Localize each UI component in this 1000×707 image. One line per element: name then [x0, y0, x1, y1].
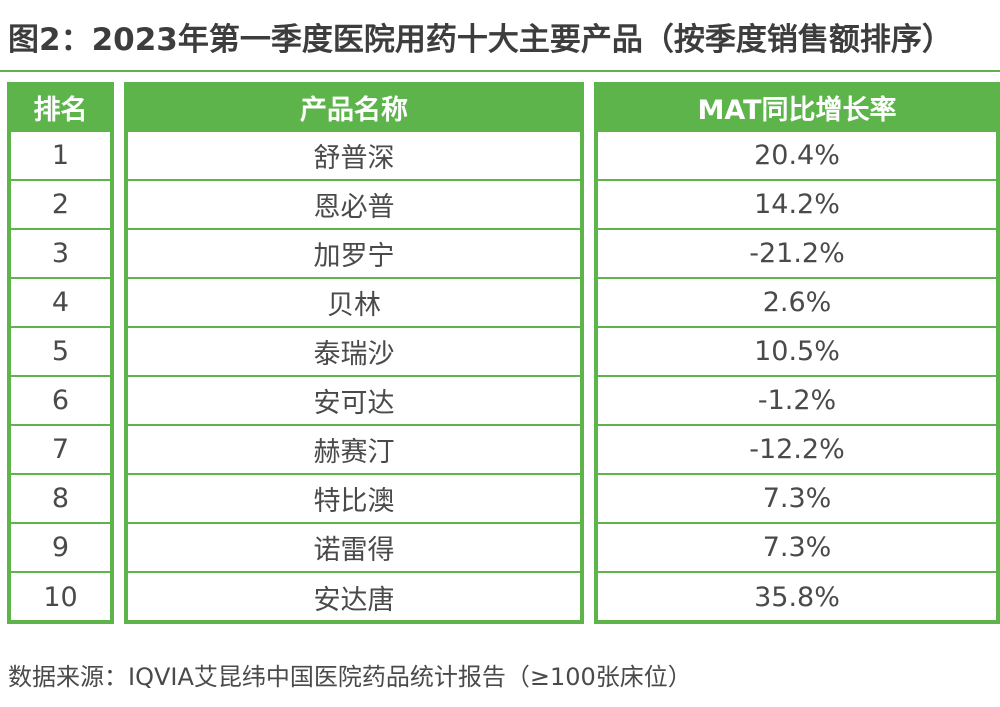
cell-rank: 7 — [11, 426, 110, 475]
header-rank: 排名 — [7, 82, 114, 132]
title-divider — [0, 70, 1000, 72]
cell-product-name: 安可达 — [128, 377, 580, 426]
source-note: 数据来源：IQVIA艾昆纬中国医院药品统计报告（≥100张床位） — [8, 663, 692, 691]
rank-column: 排名 1 2 3 4 5 6 7 8 9 10 — [7, 82, 114, 624]
cell-mat-growth: 7.3% — [598, 475, 996, 524]
cell-product-name: 加罗宁 — [128, 230, 580, 279]
product-name-column: 产品名称 舒普深 恩必普 加罗宁 贝林 泰瑞沙 安可达 赫赛汀 特比澳 诺雷得安达唐 — [124, 82, 584, 624]
cell-rank: 3 — [11, 230, 110, 279]
header-product-name: 产品名称 — [124, 82, 584, 132]
cell-mat-growth: 35.8% — [754, 582, 840, 613]
cell-rank: 9 — [11, 524, 110, 573]
cell-product-name: 赫赛汀 — [128, 426, 580, 475]
cell-product-name: 安达唐 — [313, 585, 395, 616]
cell-rank: 2 — [11, 181, 110, 230]
cell-mat-growth: 20.4% — [598, 132, 996, 181]
cell-rank: 1 — [11, 132, 110, 181]
cell-mat-growth: 7.3% — [598, 524, 996, 573]
cell-rank: 4 — [11, 279, 110, 328]
cell-product-name: 贝林 — [128, 279, 580, 328]
cell-product-name: 泰瑞沙 — [128, 328, 580, 377]
cell-mat-growth: -12.2% — [598, 426, 996, 475]
chart-title: 图2：2023年第一季度医院用药十大主要产品（按季度销售额排序） — [8, 22, 953, 58]
cell-product-name: 诺雷得 — [128, 524, 580, 573]
cell-mat-growth: 10.5% — [598, 328, 996, 377]
header-mat-growth: MAT同比增长率 — [594, 82, 1000, 132]
cell-product-name: 舒普深 — [128, 132, 580, 181]
cell-mat-growth: 14.2% — [598, 181, 996, 230]
cell-rank: 6 — [11, 377, 110, 426]
cell-product-name: 特比澳 — [128, 475, 580, 524]
cell-rank: 10 — [43, 582, 78, 613]
cell-mat-growth: 2.6% — [598, 279, 996, 328]
cell-mat-growth: -21.2% — [598, 230, 996, 279]
cell-rank: 8 — [11, 475, 110, 524]
cell-mat-growth: -1.2% — [598, 377, 996, 426]
cell-rank: 5 — [11, 328, 110, 377]
cell-product-name: 恩必普 — [128, 181, 580, 230]
mat-growth-column: MAT同比增长率 20.4% 14.2% -21.2% 2.6% 10.5% -1.2% -1… — [594, 82, 1000, 624]
